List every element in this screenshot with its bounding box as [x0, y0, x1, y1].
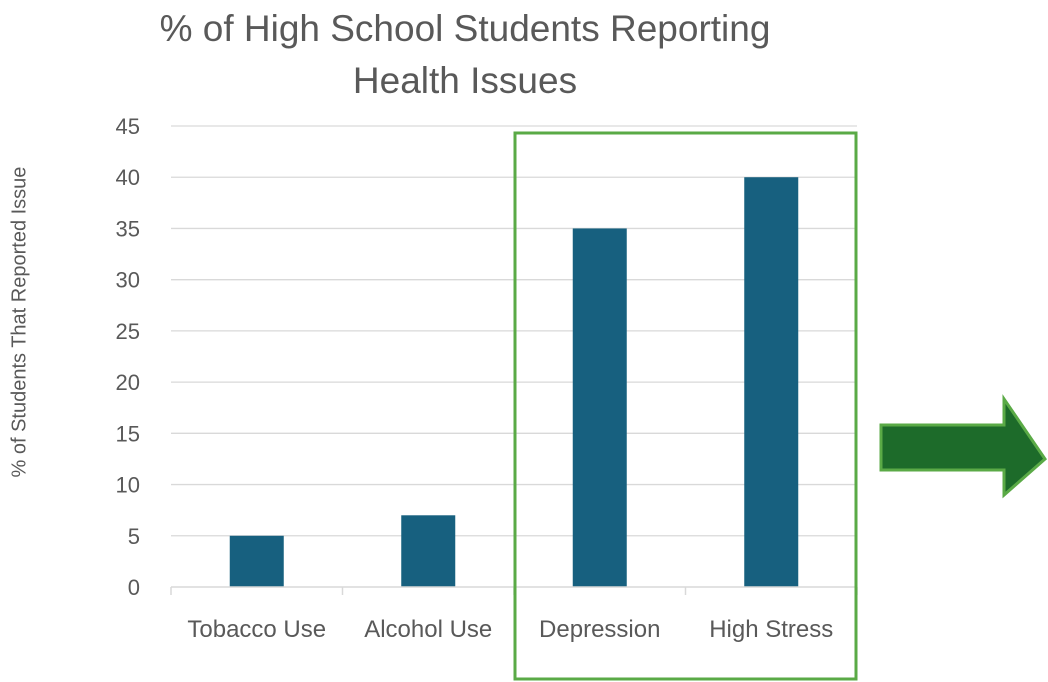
x-tick-label: High Stress [709, 616, 833, 643]
y-tick-label: 45 [116, 114, 140, 139]
y-tick-label: 5 [128, 524, 140, 549]
right-arrow-icon [879, 394, 1047, 499]
x-tick-label: Alcohol Use [364, 616, 492, 643]
bar-high-stress [744, 177, 799, 587]
y-tick-label: 40 [116, 165, 140, 190]
y-tick-label: 10 [116, 473, 140, 498]
highlight-box [513, 131, 858, 681]
y-tick-labels: 0 5 10 15 20 25 30 35 40 45 [116, 114, 140, 600]
chart-title-line-1: % of High School Students Reporting [159, 8, 771, 49]
y-tick-label: 25 [116, 319, 140, 344]
y-tick-label: 35 [116, 216, 140, 241]
y-tick-label: 15 [116, 421, 140, 446]
y-tick-label: 30 [116, 268, 140, 293]
x-tick-label: Depression [539, 616, 660, 643]
bar-depression [572, 228, 627, 587]
bar-tobacco-use [229, 535, 284, 587]
y-tick-label: 0 [128, 575, 140, 600]
x-tick-labels: Tobacco Use Alcohol Use Depression High Str… [187, 616, 833, 643]
bar-alcohol-use [401, 515, 456, 587]
chart-title-line-2: Health Issues [352, 60, 578, 101]
bars [229, 177, 799, 587]
y-tick-label: 20 [116, 370, 140, 395]
x-tick-label: Tobacco Use [187, 616, 326, 643]
